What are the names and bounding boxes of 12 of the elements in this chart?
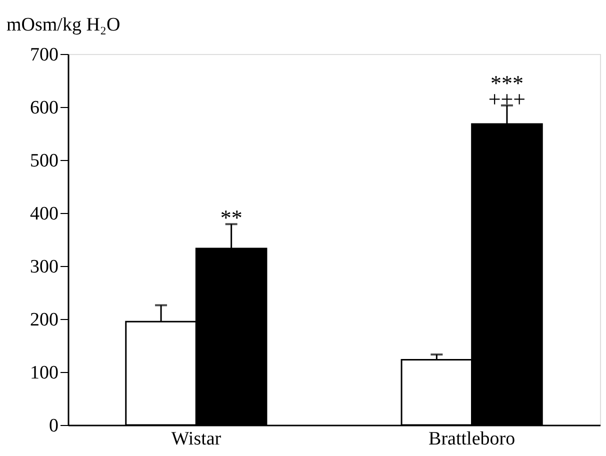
- y-tick-label: 500: [30, 150, 58, 172]
- y-tick-label: 200: [30, 310, 58, 330]
- y-tick-label: 400: [30, 204, 58, 224]
- y-tick-label: 700: [30, 44, 58, 66]
- x-tick-label: Brattleboro: [428, 428, 516, 450]
- y-axis-title: mOsm/kg H₂O: [6, 14, 120, 36]
- annotation: **: [220, 205, 242, 230]
- y-tick-label: 0: [49, 416, 58, 436]
- y-tick-label: 100: [30, 362, 58, 384]
- x-tick-label: Wistar: [171, 428, 222, 450]
- y-tick-label: 600: [30, 98, 58, 118]
- y-tick-label: 300: [30, 256, 58, 278]
